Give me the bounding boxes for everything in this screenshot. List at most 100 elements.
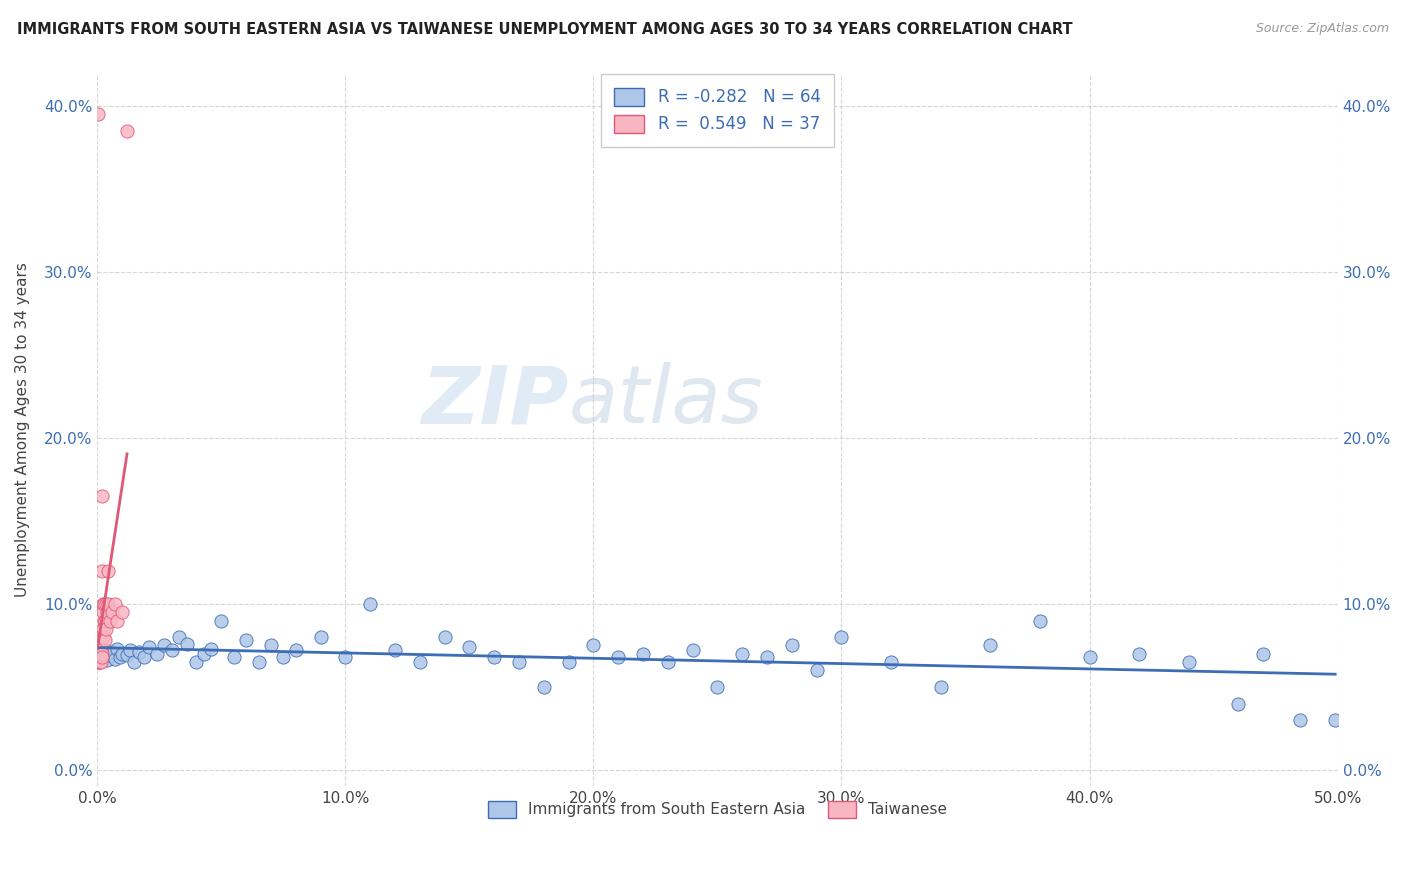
Point bbox=[89, 650, 111, 665]
Point bbox=[247, 655, 270, 669]
Point bbox=[433, 630, 456, 644]
Point bbox=[93, 630, 115, 644]
Point bbox=[284, 643, 307, 657]
Point bbox=[209, 614, 232, 628]
Point bbox=[115, 124, 138, 138]
Point bbox=[309, 630, 332, 644]
Point bbox=[186, 655, 208, 669]
Point bbox=[93, 633, 115, 648]
Point bbox=[384, 643, 406, 657]
Point bbox=[260, 639, 283, 653]
Point bbox=[98, 614, 121, 628]
Point bbox=[756, 650, 779, 665]
Point bbox=[1178, 655, 1201, 669]
Point bbox=[111, 647, 134, 661]
Point bbox=[335, 650, 357, 665]
Point bbox=[200, 641, 222, 656]
Point bbox=[657, 655, 679, 669]
Point bbox=[1029, 614, 1052, 628]
Point bbox=[780, 639, 803, 653]
Point bbox=[607, 650, 630, 665]
Point bbox=[731, 647, 754, 661]
Point bbox=[1128, 647, 1150, 661]
Text: atlas: atlas bbox=[568, 362, 763, 440]
Point bbox=[1324, 713, 1347, 727]
Point bbox=[87, 647, 110, 661]
Point bbox=[222, 650, 245, 665]
Point bbox=[91, 564, 114, 578]
Point bbox=[105, 641, 128, 656]
Point bbox=[1078, 650, 1101, 665]
Point bbox=[111, 605, 134, 619]
Point bbox=[359, 597, 381, 611]
Point bbox=[979, 639, 1001, 653]
Point bbox=[124, 655, 146, 669]
Point bbox=[89, 643, 111, 657]
Point bbox=[1227, 697, 1250, 711]
Point bbox=[104, 597, 127, 611]
Point bbox=[115, 648, 138, 663]
Point bbox=[153, 639, 176, 653]
Point bbox=[101, 645, 124, 659]
Point bbox=[91, 489, 114, 503]
Point bbox=[138, 640, 160, 654]
Point bbox=[458, 640, 481, 654]
Point bbox=[108, 650, 131, 665]
Point bbox=[101, 605, 124, 619]
Point bbox=[91, 650, 114, 665]
Point bbox=[1289, 713, 1312, 727]
Point bbox=[94, 622, 117, 636]
Point bbox=[146, 647, 169, 661]
Point bbox=[235, 633, 257, 648]
Point bbox=[90, 655, 112, 669]
Point bbox=[96, 605, 118, 619]
Point bbox=[557, 655, 579, 669]
Point bbox=[87, 655, 110, 669]
Point bbox=[90, 650, 112, 665]
Y-axis label: Unemployment Among Ages 30 to 34 years: Unemployment Among Ages 30 to 34 years bbox=[15, 262, 30, 597]
Point bbox=[89, 643, 111, 657]
Text: ZIP: ZIP bbox=[422, 362, 568, 440]
Point bbox=[89, 647, 111, 661]
Point bbox=[93, 597, 115, 611]
Point bbox=[90, 647, 112, 661]
Point bbox=[91, 650, 114, 665]
Point bbox=[96, 653, 118, 667]
Point bbox=[98, 648, 121, 663]
Point bbox=[128, 645, 150, 659]
Point bbox=[104, 651, 127, 665]
Text: IMMIGRANTS FROM SOUTH EASTERN ASIA VS TAIWANESE UNEMPLOYMENT AMONG AGES 30 TO 34: IMMIGRANTS FROM SOUTH EASTERN ASIA VS TA… bbox=[17, 22, 1073, 37]
Point bbox=[271, 650, 294, 665]
Point bbox=[508, 655, 530, 669]
Point bbox=[193, 647, 215, 661]
Point bbox=[482, 650, 505, 665]
Point bbox=[134, 650, 156, 665]
Point bbox=[91, 605, 114, 619]
Point bbox=[93, 643, 115, 657]
Point bbox=[87, 650, 110, 665]
Point bbox=[880, 655, 903, 669]
Point bbox=[96, 597, 118, 611]
Point bbox=[118, 643, 141, 657]
Point bbox=[94, 614, 117, 628]
Point bbox=[105, 614, 128, 628]
Point bbox=[582, 639, 605, 653]
Point bbox=[167, 630, 190, 644]
Point bbox=[87, 107, 110, 121]
Point bbox=[89, 650, 111, 665]
Point bbox=[90, 647, 112, 661]
Point bbox=[806, 663, 828, 677]
Point bbox=[409, 655, 432, 669]
Point bbox=[93, 614, 115, 628]
Point bbox=[97, 597, 120, 611]
Point bbox=[533, 680, 555, 694]
Point bbox=[90, 643, 112, 657]
Point bbox=[87, 655, 110, 669]
Point bbox=[631, 647, 654, 661]
Point bbox=[682, 643, 704, 657]
Point bbox=[89, 647, 111, 661]
Point bbox=[160, 643, 183, 657]
Point bbox=[89, 655, 111, 669]
Point bbox=[97, 564, 120, 578]
Point bbox=[929, 680, 952, 694]
